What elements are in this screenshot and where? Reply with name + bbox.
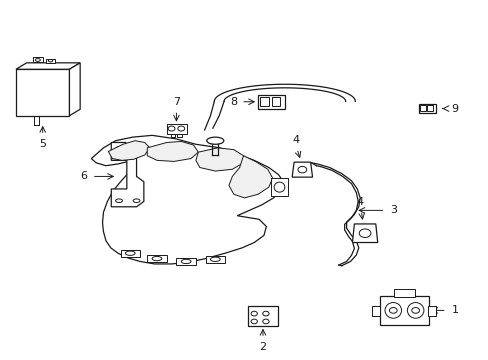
Bar [258, 95, 285, 109]
Ellipse shape [181, 259, 191, 264]
Ellipse shape [210, 257, 220, 261]
Bar [166, 123, 187, 134]
Bar [170, 134, 175, 137]
Ellipse shape [297, 166, 306, 173]
Bar [393, 289, 414, 297]
Text: 9: 9 [451, 104, 458, 113]
Polygon shape [291, 162, 312, 177]
Bar [427, 306, 435, 316]
Bar [260, 97, 268, 107]
Ellipse shape [116, 199, 122, 203]
Bar [176, 258, 196, 265]
Ellipse shape [178, 126, 184, 131]
Polygon shape [91, 135, 283, 264]
Bar [419, 105, 425, 111]
Polygon shape [69, 63, 80, 116]
Bar [372, 306, 379, 316]
Ellipse shape [262, 311, 268, 316]
Polygon shape [108, 141, 149, 160]
Ellipse shape [35, 59, 40, 62]
Bar [120, 249, 140, 257]
Bar [271, 97, 280, 107]
Ellipse shape [388, 307, 396, 313]
Polygon shape [111, 143, 143, 207]
Text: 3: 3 [389, 205, 397, 215]
Ellipse shape [384, 302, 401, 318]
Polygon shape [352, 224, 377, 243]
Text: 8: 8 [230, 97, 237, 107]
Text: 1: 1 [451, 305, 458, 315]
Polygon shape [147, 141, 198, 161]
Polygon shape [16, 63, 80, 69]
Bar [46, 59, 55, 63]
Ellipse shape [407, 302, 423, 318]
Ellipse shape [250, 319, 257, 324]
Bar [177, 134, 182, 137]
Ellipse shape [359, 229, 370, 238]
Bar [32, 58, 43, 62]
Text: 2: 2 [259, 342, 266, 352]
Ellipse shape [48, 59, 53, 62]
Ellipse shape [411, 307, 419, 313]
Text: 4: 4 [356, 197, 363, 207]
Ellipse shape [133, 199, 140, 203]
Polygon shape [228, 156, 272, 198]
Bar [427, 105, 432, 111]
Ellipse shape [116, 147, 122, 150]
Text: 6: 6 [80, 171, 87, 181]
Ellipse shape [168, 126, 175, 131]
Ellipse shape [262, 319, 268, 324]
Text: 5: 5 [39, 139, 46, 149]
Ellipse shape [250, 311, 257, 316]
Ellipse shape [125, 251, 135, 255]
Bar [147, 255, 166, 262]
Text: 4: 4 [292, 135, 299, 145]
Ellipse shape [206, 137, 224, 144]
Bar [418, 104, 435, 113]
Ellipse shape [274, 182, 285, 192]
Bar [271, 178, 287, 196]
Polygon shape [196, 148, 243, 171]
Text: 7: 7 [173, 97, 180, 107]
Ellipse shape [152, 256, 162, 261]
Polygon shape [16, 69, 69, 116]
Bar [205, 256, 224, 263]
Bar [248, 306, 277, 326]
Bar [379, 296, 428, 325]
